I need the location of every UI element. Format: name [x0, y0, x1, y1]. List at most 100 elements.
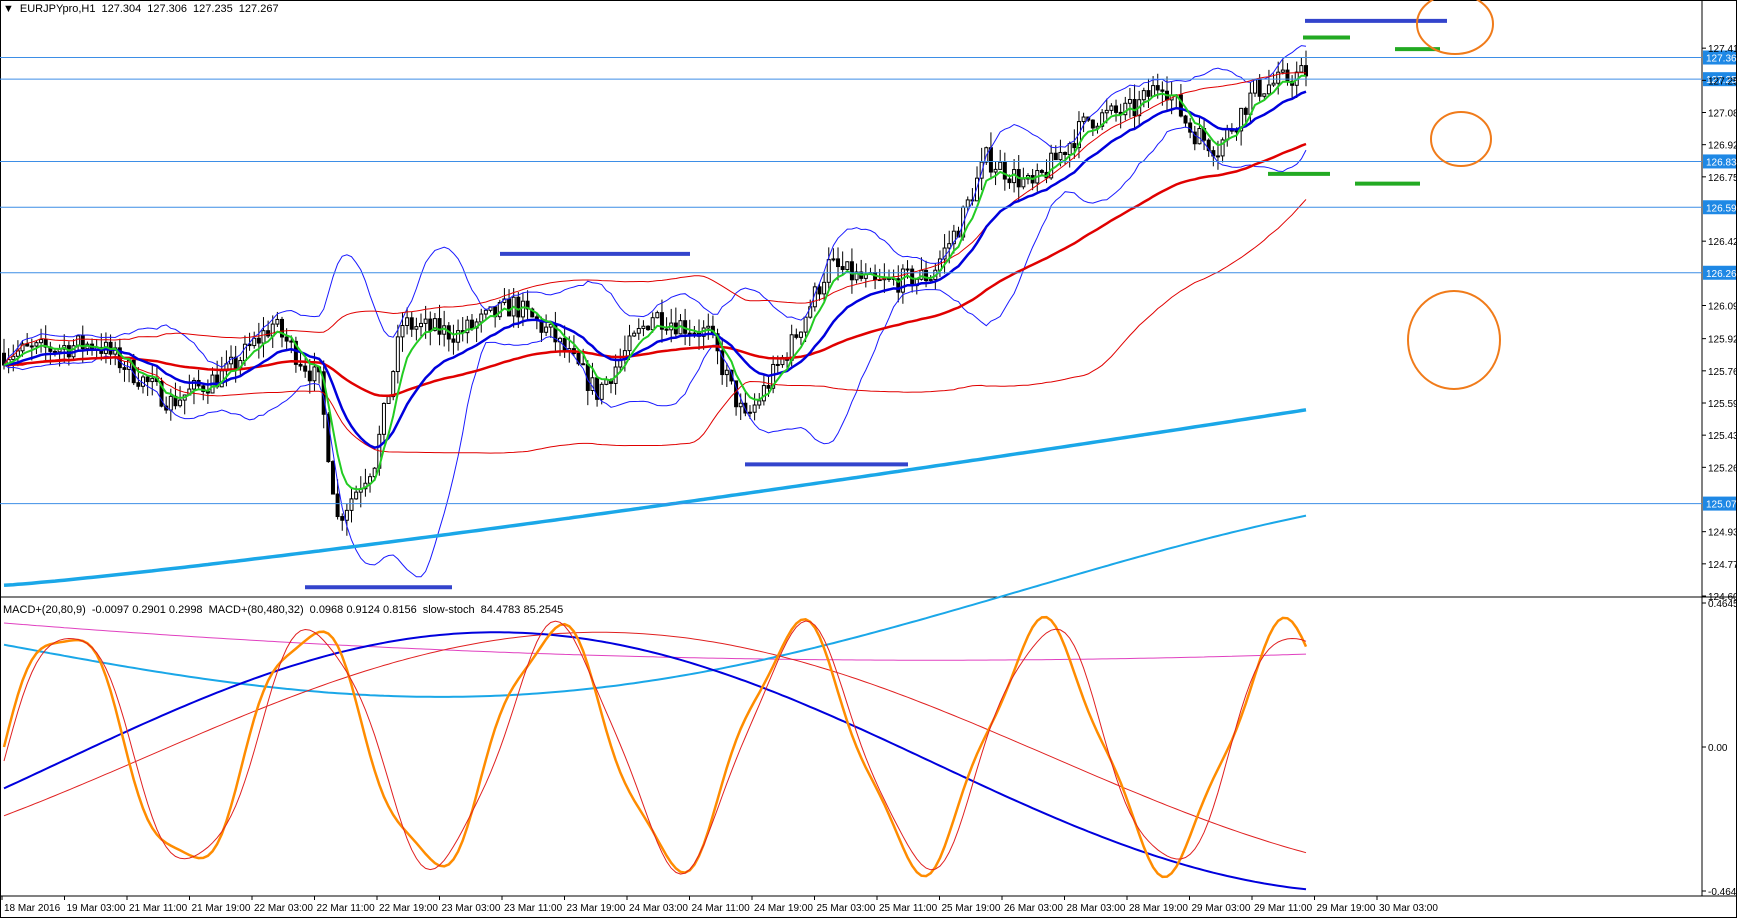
- candle-body: [419, 322, 424, 328]
- price-label-box: [1703, 200, 1736, 215]
- candle-body: [159, 381, 164, 407]
- candle-body: [1007, 178, 1012, 184]
- candle-body: [80, 335, 85, 350]
- symbol-label: EURJPYpro,H1: [19, 3, 96, 15]
- candle-body: [655, 312, 660, 319]
- candle-body: [52, 350, 57, 353]
- candle-body: [530, 308, 535, 318]
- candle-body: [951, 230, 956, 245]
- time-label: 22 Mar 11:00: [317, 903, 376, 914]
- candle-body: [312, 366, 317, 382]
- candle-body: [576, 352, 581, 365]
- macd2-values: 0.0968 0.9124 0.8156: [309, 604, 417, 616]
- candle-body: [905, 268, 910, 271]
- time-label: 28 Mar 03:00: [1067, 903, 1126, 914]
- candle-body: [988, 147, 993, 173]
- candle-body: [794, 334, 799, 338]
- time-label: 30 Mar 03:00: [1379, 903, 1438, 914]
- candle-body: [1285, 69, 1290, 82]
- annotation-circle: [1430, 111, 1492, 167]
- candle-body: [641, 325, 646, 329]
- candle-body: [836, 258, 841, 268]
- candle-body: [965, 199, 970, 208]
- candle-body: [1239, 107, 1244, 132]
- candle-body: [428, 318, 433, 331]
- price-tick-label: 127.085: [1708, 109, 1737, 120]
- candle-body: [1155, 85, 1160, 91]
- ema-fast-line: [3, 74, 1306, 491]
- candle-body: [1104, 109, 1109, 114]
- price-label: 126.263: [1706, 269, 1737, 280]
- candle-body: [975, 177, 980, 202]
- candle-body: [687, 332, 692, 335]
- price-label: 125.079: [1706, 500, 1737, 511]
- price-tick-label: 125.595: [1708, 399, 1737, 410]
- candle-body: [395, 336, 400, 373]
- candle-body: [150, 377, 155, 383]
- stoch-signal-line: [3, 620, 1307, 875]
- time-label: 29 Mar 11:00: [1254, 903, 1313, 914]
- candle-body: [803, 316, 808, 333]
- candle-body: [335, 493, 340, 518]
- candle-body: [409, 317, 414, 330]
- macd-signal-line: [3, 631, 1307, 854]
- candle-body: [548, 323, 553, 328]
- candle-body: [738, 402, 743, 408]
- candle-body: [1243, 107, 1248, 115]
- candle-body: [650, 317, 655, 331]
- candle-body: [178, 399, 183, 407]
- candles: [2, 50, 1308, 536]
- time-label: 22 Mar 19:00: [379, 903, 438, 914]
- candle-body: [405, 317, 410, 327]
- candle-body: [340, 516, 345, 521]
- candle-body: [1299, 65, 1304, 73]
- envelope-upper-line: [3, 72, 1307, 366]
- time-label: 24 Mar 03:00: [629, 903, 688, 914]
- candle-body: [822, 281, 827, 295]
- candle-body: [928, 279, 933, 282]
- candle-body: [632, 332, 637, 337]
- candle-body: [1127, 98, 1132, 104]
- candle-body: [34, 342, 39, 347]
- candle-body: [761, 385, 766, 402]
- candle-body: [201, 385, 206, 392]
- candle-body: [757, 400, 762, 406]
- candle-body: [1100, 112, 1105, 127]
- candle-body: [1183, 115, 1188, 124]
- candle-body: [414, 326, 419, 330]
- candle-body: [136, 382, 141, 387]
- price-tick-label: 125.760: [1708, 367, 1737, 378]
- time-label: 23 Mar 19:00: [567, 903, 626, 914]
- candle-body: [1304, 65, 1308, 77]
- candle-body: [289, 340, 294, 343]
- candle-body: [252, 337, 257, 347]
- time-label: 25 Mar 03:00: [817, 903, 876, 914]
- price-label-box: [1703, 50, 1736, 65]
- price-tick-label: 126.095: [1708, 302, 1737, 313]
- price-tick-label: 125.265: [1708, 463, 1737, 474]
- candle-body: [845, 261, 850, 271]
- candle-body: [646, 325, 651, 331]
- price-label-box: [1703, 496, 1736, 511]
- price-tick-label: 126.425: [1708, 237, 1737, 248]
- low-value: 127.235: [193, 3, 233, 15]
- candle-body: [275, 318, 280, 325]
- time-label: 24 Mar 11:00: [692, 903, 751, 914]
- candle-body: [919, 269, 924, 280]
- candle-body: [516, 296, 521, 318]
- macd-slow-signal-line: [3, 622, 1307, 661]
- price-label: 126.599: [1706, 203, 1737, 214]
- candle-body: [1090, 119, 1095, 129]
- stoch-values: 84.4783 85.2545: [480, 604, 564, 616]
- dropdown-triangle-icon[interactable]: ▼: [3, 3, 14, 15]
- price-tick-label: 124.770: [1708, 560, 1737, 571]
- price-tick-label: 125.430: [1708, 431, 1737, 442]
- candle-body: [924, 269, 929, 282]
- stoch-label: slow-stoch: [422, 604, 475, 616]
- time-label: 26 Mar 03:00: [1004, 903, 1063, 914]
- annotation-circle: [1407, 290, 1501, 390]
- price-tick-label: 126.755: [1708, 173, 1737, 184]
